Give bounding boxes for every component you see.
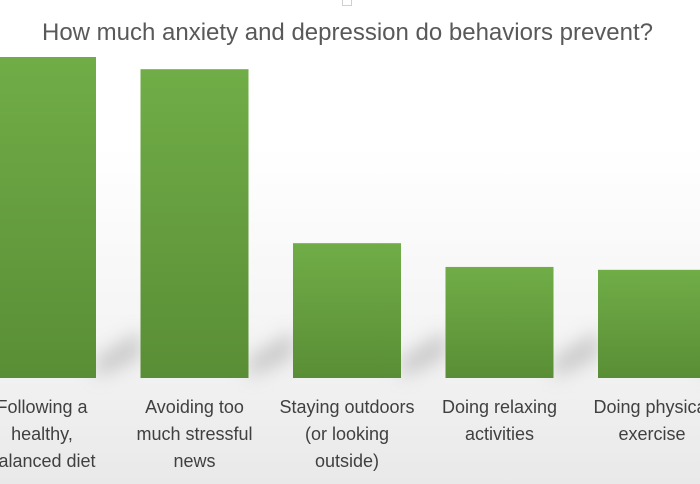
bar-shadow xyxy=(248,330,294,378)
category-label-line: much stressful xyxy=(136,424,252,444)
bar-shadow xyxy=(96,330,141,378)
category-label: Doing physical exercise xyxy=(593,397,700,444)
category-label-line: (or looking xyxy=(305,424,389,444)
chart-frame-handle[interactable] xyxy=(342,0,352,6)
bar[interactable] xyxy=(140,69,249,378)
category-label-line: activities xyxy=(465,424,534,444)
category-label-line: exercise xyxy=(618,424,685,444)
category-labels: Following a healthy, balanced diet Avoiding… xyxy=(0,397,700,471)
category-label: Staying outdoors (or looking outside) xyxy=(279,397,414,471)
category-label-line: Staying outdoors xyxy=(279,397,414,417)
category-label-line: healthy, xyxy=(11,424,73,444)
category-label-line: Avoiding too xyxy=(145,397,244,417)
chart-title: How much anxiety and depression do behav… xyxy=(41,19,654,46)
category-label: Doing relaxing activities xyxy=(442,397,557,444)
category-label-line: Following a xyxy=(0,397,89,417)
category-label-line: balanced diet xyxy=(0,451,96,471)
category-label-line: outside) xyxy=(315,451,379,471)
category-label-line: Doing physical xyxy=(593,397,700,417)
category-label-line: news xyxy=(173,451,215,471)
category-label: Following a healthy, balanced diet xyxy=(0,397,96,471)
category-label: Avoiding too much stressful news xyxy=(136,397,252,471)
category-label-line: Doing relaxing xyxy=(442,397,557,417)
bar[interactable] xyxy=(293,243,401,378)
bar[interactable] xyxy=(598,269,700,378)
bar-shadows xyxy=(96,330,599,378)
bars xyxy=(0,57,700,378)
bar[interactable] xyxy=(0,57,96,378)
bar-shadow xyxy=(553,330,599,378)
bar[interactable] xyxy=(445,266,554,378)
bar-shadow xyxy=(401,330,446,378)
